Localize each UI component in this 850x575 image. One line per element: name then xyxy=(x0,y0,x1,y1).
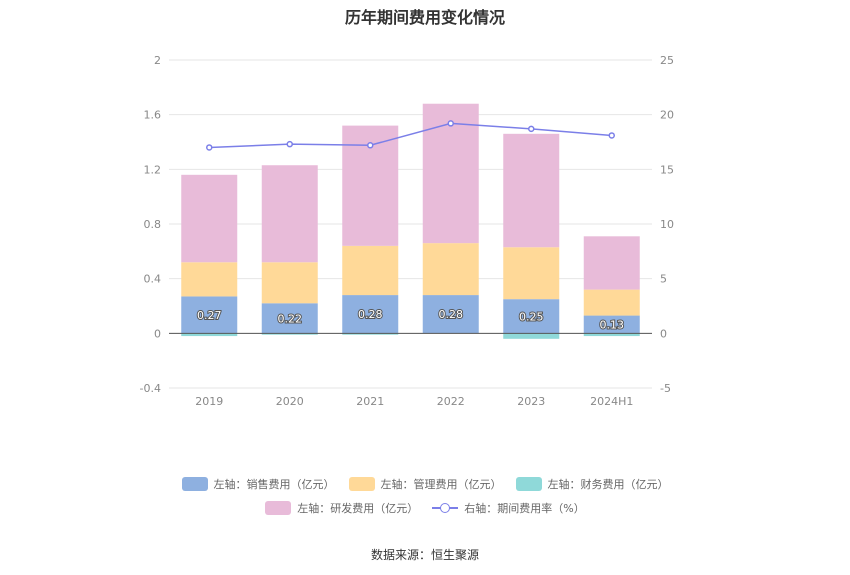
bar-data-label: 0.22 xyxy=(278,312,303,325)
x-tick-label: 2021 xyxy=(356,395,384,408)
y-left-tick-label: 1.2 xyxy=(144,163,162,176)
chart-title: 历年期间费用变化情况 xyxy=(344,8,505,27)
y-right-tick-label: -5 xyxy=(660,382,671,395)
bar-segment xyxy=(342,333,399,335)
y-right-tick-label: 0 xyxy=(660,327,667,340)
x-tick-label: 2019 xyxy=(195,395,223,408)
legend-swatch xyxy=(181,477,208,491)
bar-segment xyxy=(342,245,399,296)
bar-segment xyxy=(181,174,238,263)
y-right-tick-label: 5 xyxy=(660,273,667,286)
x-tick-label: 2023 xyxy=(517,395,545,408)
legend-swatch xyxy=(515,477,542,491)
legend-label: 左轴：销售费用（亿元） xyxy=(213,478,335,491)
bar-segment xyxy=(261,303,318,334)
legend-swatch xyxy=(348,477,375,491)
y-right-tick-label: 15 xyxy=(660,163,674,176)
bar-segment xyxy=(503,299,560,334)
bar-segment xyxy=(261,262,318,304)
bar-data-label: 0.28 xyxy=(439,308,464,321)
y-left-tick-label: 1.6 xyxy=(144,109,162,122)
bar-segment xyxy=(583,289,640,316)
bar-segment xyxy=(181,296,238,334)
bar-segment xyxy=(181,333,238,337)
bar-segment xyxy=(503,333,560,339)
legend-line-marker xyxy=(432,501,459,515)
bar-segment xyxy=(181,262,238,297)
line-point xyxy=(528,125,535,133)
legend-item[interactable]: 左轴：财务费用（亿元） xyxy=(515,476,669,492)
legend-label: 左轴：财务费用（亿元） xyxy=(547,478,669,491)
bar-segment xyxy=(503,133,560,248)
legend-item[interactable]: 左轴：管理费用（亿元） xyxy=(348,476,502,492)
bar-segment xyxy=(583,236,640,290)
legend-swatch xyxy=(265,501,292,515)
line-point xyxy=(206,144,213,151)
bar-segment xyxy=(422,243,479,296)
y-right-tick-label: 25 xyxy=(660,54,674,67)
y-left-tick-label: 0.8 xyxy=(144,218,162,231)
legend-item[interactable]: 右轴：期间费用率（%） xyxy=(432,500,585,516)
legend-label: 右轴：期间费用率（%） xyxy=(464,502,585,515)
line-point xyxy=(286,140,293,148)
bar-segment xyxy=(261,333,318,335)
bar-segment xyxy=(261,165,318,263)
y-left-tick-label: 0.4 xyxy=(144,273,162,286)
legend-label: 左轴：研发费用（亿元） xyxy=(297,502,419,515)
x-tick-label: 2022 xyxy=(437,395,465,408)
bar-segment xyxy=(422,295,479,334)
y-left-tick-label: 2 xyxy=(154,54,161,67)
bar-segment xyxy=(422,103,479,244)
line-series xyxy=(209,122,612,149)
y-right-tick-label: 10 xyxy=(660,218,674,231)
line-point xyxy=(447,120,454,127)
bar-data-label: 0.13 xyxy=(600,318,625,331)
bar-data-label: 0.27 xyxy=(197,309,222,322)
line-point xyxy=(608,132,615,139)
bar-data-label: 0.28 xyxy=(358,308,383,321)
x-tick-label: 2020 xyxy=(276,395,304,408)
line-point xyxy=(367,142,374,149)
y-left-tick-label: -0.4 xyxy=(140,382,161,395)
legend-label: 左轴：管理费用（亿元） xyxy=(380,478,502,491)
bar-segment xyxy=(503,247,560,300)
bar-segment xyxy=(342,295,399,334)
legend: 左轴：销售费用（亿元） 左轴：管理费用（亿元） 左轴：财务费用（亿元） 左轴：研发费… xyxy=(0,472,850,520)
bar-segment xyxy=(583,333,640,337)
y-right-tick-label: 20 xyxy=(660,109,674,122)
legend-item[interactable]: 左轴：销售费用（亿元） xyxy=(181,476,335,492)
x-tick-label: 2024H1 xyxy=(590,395,633,408)
bar-data-label: 0.25 xyxy=(519,310,544,323)
bar-segment xyxy=(583,315,640,334)
legend-item[interactable]: 左轴：研发费用（亿元） xyxy=(265,500,418,516)
y-left-tick-label: 0 xyxy=(154,327,161,340)
data-source: 数据来源：恒生聚源 xyxy=(370,548,479,562)
